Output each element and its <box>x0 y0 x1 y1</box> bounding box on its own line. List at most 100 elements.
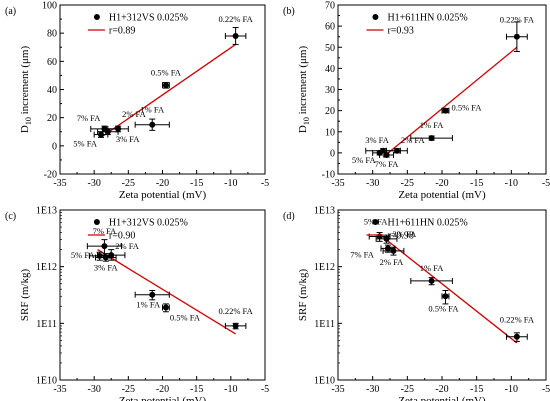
data-point <box>95 253 117 262</box>
x-tick-label: -15 <box>470 384 483 395</box>
legend-marker <box>93 219 100 225</box>
data-point <box>441 107 450 114</box>
data-point <box>410 135 453 142</box>
x-tick-label: -5 <box>542 384 550 395</box>
x-tick-label: -20 <box>156 384 169 395</box>
point-label: 2% FA <box>401 135 426 145</box>
y-tick-label: 1E11 <box>314 319 335 330</box>
panel-label: (a) <box>5 6 16 17</box>
point-label: 3% FA <box>365 135 390 145</box>
point-label: 1% FA <box>136 300 161 310</box>
data-point <box>379 151 394 158</box>
x-tick-label: -35 <box>53 384 66 395</box>
data-point <box>505 21 528 52</box>
x-tick-label: -10 <box>224 178 237 189</box>
legend-marker <box>372 219 379 225</box>
y-tick-label: 1E12 <box>314 262 335 273</box>
x-tick-label: -25 <box>401 384 414 395</box>
x-tick-label: -10 <box>224 384 237 395</box>
data-marker <box>442 293 449 300</box>
x-tick-label: -30 <box>366 178 379 189</box>
point-label: 3% FA <box>393 229 418 239</box>
y-tick-label: 50 <box>325 43 335 54</box>
legend-marker <box>372 14 379 20</box>
x-axis-label: Zeta potential (mV) <box>398 395 486 401</box>
data-point <box>97 128 119 136</box>
x-tick-label: -5 <box>261 178 269 189</box>
data-point <box>224 27 247 45</box>
point-label: 7% FA <box>77 113 102 123</box>
point-label: 1% FA <box>420 263 445 273</box>
data-point <box>441 289 450 305</box>
data-marker <box>98 131 104 138</box>
x-tick-label: -15 <box>190 178 203 189</box>
y-tick-label: 70 <box>325 1 335 12</box>
point-label: 0.5% FA <box>451 103 482 113</box>
data-marker <box>149 121 156 128</box>
y-tick-label: 1E13 <box>314 206 335 217</box>
x-tick-label: -5 <box>542 178 550 189</box>
y-tick-label: -10 <box>322 170 335 181</box>
x-tick-label: -30 <box>87 178 100 189</box>
data-marker <box>442 107 449 114</box>
y-tick-label: 1E13 <box>36 206 57 217</box>
y-axis-label: SRF (m/kg) <box>297 269 309 322</box>
data-marker <box>513 33 520 40</box>
point-label: 5% FA <box>352 155 377 165</box>
data-marker <box>162 304 169 311</box>
data-marker <box>383 151 390 158</box>
point-label: 0.22% FA <box>218 306 253 316</box>
y-axis-label: D10 increment (μm) <box>297 46 311 134</box>
x-tick-label: -5 <box>261 384 269 395</box>
data-marker <box>384 245 391 252</box>
point-label: 2% FA <box>122 109 147 119</box>
data-point <box>162 303 170 313</box>
data-point <box>224 322 247 330</box>
point-label: 7% FA <box>93 226 118 236</box>
panel-label: (b) <box>283 6 295 17</box>
y-tick-label: 0 <box>330 148 335 159</box>
point-label: 2% FA <box>115 241 140 251</box>
y-tick-label: 30 <box>325 85 335 96</box>
x-axis-label: Zeta potential (mV) <box>398 189 486 201</box>
y-tick-label: 0 <box>52 141 57 152</box>
legend-marker <box>93 14 100 20</box>
data-marker <box>102 254 109 261</box>
x-tick-label: -25 <box>122 178 135 189</box>
y-tick-label: 1E11 <box>36 319 57 330</box>
x-tick-label: -15 <box>190 384 203 395</box>
chart-panel-a: -35 -30 -25 -20 -15 -10 -5 -20 0 20 40 60 80 100 (a) Ze… <box>5 1 269 202</box>
fit-line <box>382 46 518 158</box>
data-marker <box>513 333 520 340</box>
legend-series-label: H1+312VS 0.025% <box>109 218 188 229</box>
x-tick-label: -35 <box>331 384 344 395</box>
data-marker <box>232 322 239 329</box>
legend-fit-label: r=0.93 <box>387 26 413 37</box>
x-axis-label: Zeta potential (mV) <box>119 395 207 401</box>
x-tick-label: -20 <box>435 384 448 395</box>
point-label: 5% FA <box>71 250 96 260</box>
y-axis-label: SRF (m/kg) <box>19 269 31 322</box>
data-point <box>382 246 405 256</box>
point-label: 3% FA <box>94 263 119 273</box>
y-tick-label: 60 <box>47 57 57 68</box>
fit-line <box>379 233 518 344</box>
data-point <box>86 239 122 256</box>
point-label: 7% FA <box>375 159 400 169</box>
legend-fit-label: r=0.90 <box>109 231 135 242</box>
data-point <box>410 277 453 286</box>
data-point <box>134 118 170 131</box>
x-tick-label: -10 <box>505 178 518 189</box>
panel-label: (d) <box>283 211 295 222</box>
data-point <box>162 81 170 89</box>
x-tick-label: -35 <box>53 178 66 189</box>
point-label: 0.22% FA <box>500 315 535 325</box>
fit-line <box>97 249 236 335</box>
data-point <box>505 332 528 342</box>
y-tick-label: 40 <box>47 85 57 96</box>
point-label: 0.22% FA <box>500 15 535 25</box>
data-marker <box>428 135 435 142</box>
legend-series-label: H1+312VS 0.025% <box>109 13 188 24</box>
